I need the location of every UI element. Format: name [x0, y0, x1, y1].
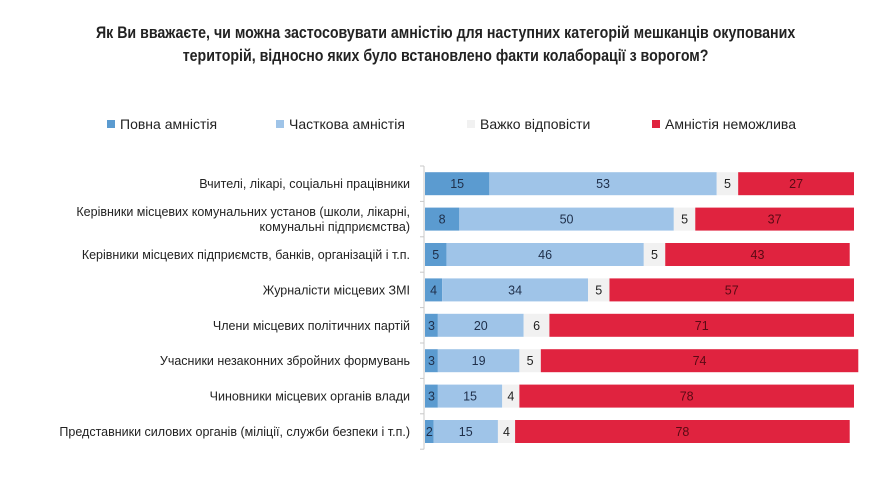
bar-segment-amnesty-impossible — [738, 172, 854, 196]
bar-segment-partial-amnesty — [459, 207, 674, 231]
bar-segment-full-amnesty — [425, 420, 434, 443]
data-label-full-amnesty: 5 — [432, 248, 439, 262]
data-label-full-amnesty: 3 — [428, 390, 435, 404]
data-label-full-amnesty: 3 — [428, 354, 435, 368]
bar-segment-amnesty-impossible — [665, 243, 850, 266]
data-label-partial-amnesty: 53 — [596, 177, 610, 191]
category-label: Чиновники місцевих органів влади — [210, 390, 410, 404]
chart-title-line-2: територій, відносно яких було встановлен… — [182, 47, 709, 65]
bar-segment-amnesty-impossible — [695, 207, 854, 231]
data-label-amnesty-impossible: 78 — [675, 425, 689, 439]
data-label-amnesty-impossible: 43 — [751, 248, 765, 262]
data-label-hard-to-say: 4 — [503, 425, 510, 439]
bar-segment-amnesty-impossible — [540, 349, 859, 373]
bar-segment-hard-to-say — [497, 420, 516, 443]
chart-title: Як Ви вважаєте, чи можна застосовувати а… — [62, 22, 830, 68]
bar-segment-partial-amnesty — [433, 420, 498, 443]
chart-title-line-1: Як Ви вважаєте, чи можна застосовувати а… — [95, 24, 796, 42]
legend-item-full-amnesty: Повна амністія — [107, 116, 217, 132]
bar-segment-amnesty-impossible — [549, 313, 854, 337]
bar-segment-amnesty-impossible — [515, 420, 850, 443]
data-label-amnesty-impossible: 71 — [695, 319, 709, 333]
bar-segment-hard-to-say — [523, 313, 550, 337]
data-label-partial-amnesty: 20 — [474, 319, 488, 333]
legend-item-hard-to-say: Важко відповісти — [467, 116, 590, 132]
category-label: комунальні підприємства) — [260, 220, 410, 234]
bar-segment-partial-amnesty — [446, 243, 644, 266]
bar-segment-hard-to-say — [643, 243, 666, 266]
category-label: Керівники місцевих підприємств, банків, … — [82, 248, 410, 262]
category-label: Вчителі, лікарі, соціальні працівники — [199, 177, 410, 191]
bar-segment-hard-to-say — [716, 172, 739, 196]
legend-swatch-full-amnesty — [107, 120, 115, 128]
data-label-partial-amnesty: 34 — [508, 283, 522, 297]
bar-segment-full-amnesty — [425, 243, 447, 266]
bar-segment-full-amnesty — [425, 349, 438, 373]
bar-segment-hard-to-say — [502, 384, 520, 408]
bar-segment-partial-amnesty — [437, 313, 524, 337]
data-label-hard-to-say: 4 — [507, 390, 514, 404]
legend-label-full-amnesty: Повна амністія — [120, 116, 218, 132]
bar-segment-full-amnesty — [425, 384, 438, 408]
data-label-amnesty-impossible: 37 — [768, 213, 782, 227]
legend-label-amnesty-impossible: Амністія неможлива — [665, 116, 796, 132]
bar-segment-hard-to-say — [588, 278, 610, 302]
data-label-amnesty-impossible: 74 — [693, 354, 707, 368]
category-label: Члени місцевих політичних партій — [213, 319, 410, 333]
legend-swatch-partial-amnesty — [276, 120, 284, 128]
data-label-hard-to-say: 5 — [681, 213, 688, 227]
legend-label-hard-to-say: Важко відповісти — [480, 116, 591, 132]
bar-segment-amnesty-impossible — [519, 384, 854, 408]
data-label-full-amnesty: 3 — [428, 319, 435, 333]
data-label-partial-amnesty: 46 — [538, 248, 552, 262]
legend-swatch-amnesty-impossible — [652, 120, 660, 128]
data-label-amnesty-impossible: 57 — [725, 283, 739, 297]
category-label: Журналісти місцевих ЗМІ — [263, 283, 410, 297]
data-label-amnesty-impossible: 78 — [680, 390, 694, 404]
data-label-partial-amnesty: 15 — [459, 425, 473, 439]
legend: Повна амністія Часткова амністія Важко в… — [0, 116, 893, 136]
legend-swatch-hard-to-say — [467, 120, 475, 128]
bar-segment-partial-amnesty — [489, 172, 717, 196]
bar-segment-full-amnesty — [425, 313, 438, 337]
data-label-partial-amnesty: 19 — [472, 354, 486, 368]
bar-segment-partial-amnesty — [442, 278, 589, 302]
data-label-full-amnesty: 8 — [439, 213, 446, 227]
data-label-hard-to-say: 5 — [724, 177, 731, 191]
legend-label-partial-amnesty: Часткова амністія — [289, 116, 405, 132]
data-label-hard-to-say: 5 — [651, 248, 658, 262]
category-label: Учасники незаконних збройних формувань — [160, 354, 410, 368]
data-label-hard-to-say: 5 — [527, 354, 534, 368]
legend-item-partial-amnesty: Часткова амністія — [276, 116, 405, 132]
bar-segment-partial-amnesty — [437, 349, 520, 373]
data-label-partial-amnesty: 50 — [560, 213, 574, 227]
bar-segment-partial-amnesty — [437, 384, 503, 408]
data-label-hard-to-say: 6 — [533, 319, 540, 333]
bar-segment-full-amnesty — [425, 278, 443, 302]
data-label-partial-amnesty: 15 — [463, 390, 477, 404]
legend-item-amnesty-impossible: Амністія неможлива — [652, 116, 796, 132]
category-label: Керівники місцевих комунальних установ (… — [76, 205, 410, 219]
bar-segment-full-amnesty — [425, 172, 490, 196]
bar-segment-hard-to-say — [519, 349, 541, 373]
data-label-full-amnesty: 15 — [450, 177, 464, 191]
bar-segment-amnesty-impossible — [609, 278, 854, 302]
data-label-full-amnesty: 2 — [426, 425, 433, 439]
data-label-full-amnesty: 4 — [430, 283, 437, 297]
category-label: Представники силових органів (міліції, с… — [59, 425, 410, 439]
data-label-hard-to-say: 5 — [595, 283, 602, 297]
bar-segment-full-amnesty — [425, 207, 460, 231]
bar-segment-hard-to-say — [673, 207, 696, 231]
data-label-amnesty-impossible: 27 — [789, 177, 803, 191]
